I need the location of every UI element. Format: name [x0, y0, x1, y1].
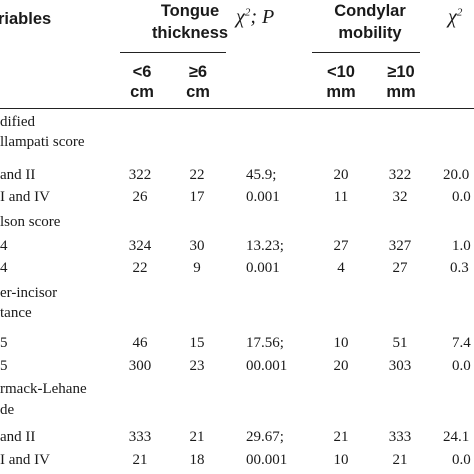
subheader-lt6-value: <6 [132, 63, 152, 81]
table-cell: 4 [337, 260, 345, 276]
section-label-mallampati-1: dified [0, 114, 35, 130]
table-cell: 32 [392, 189, 408, 205]
section-label-incisor-2: tance [0, 305, 32, 321]
header-tongue-line1: Tongue [160, 2, 220, 20]
row-label: I and IV [0, 189, 50, 205]
table-cell: 10 [333, 335, 349, 351]
table-cell: 322 [388, 167, 412, 183]
table-cell: 13.23; [246, 238, 284, 254]
table-cell: 0.0 [452, 189, 471, 205]
table-cell: 0.3 [450, 260, 469, 276]
table-cell: 0.001 [246, 260, 280, 276]
row-label: and II [0, 167, 36, 183]
section-label-wilson: lson score [0, 214, 61, 230]
table-cell: 26 [132, 189, 148, 205]
table-cell: 7.4 [452, 335, 471, 351]
table-cell: 333 [128, 429, 152, 445]
header-variables: riables [0, 10, 52, 28]
chi-superscript: 2 [244, 6, 251, 19]
table-cell: 21 [132, 452, 148, 468]
subheader-ge10mm: ≥10 mm [374, 62, 428, 102]
table-cell: 9 [193, 260, 201, 276]
table-cell: 324 [128, 238, 152, 254]
subheader-lt6-unit: cm [130, 83, 154, 101]
table-cell: 29.67; [246, 429, 284, 445]
table-cell: 27 [392, 260, 408, 276]
table-cell: 15 [189, 335, 205, 351]
tongue-group-rule [120, 52, 226, 53]
table-cell: 0.0 [452, 358, 471, 374]
table-cell: 327 [388, 238, 412, 254]
table-cell: 0.001 [246, 189, 280, 205]
table-cell: 45.9; [246, 167, 277, 183]
table-cell: 17.56; [246, 335, 284, 351]
chi-p-label: ; P [250, 6, 275, 28]
row-label: I and IV [0, 452, 50, 468]
table-cell: 22 [132, 260, 148, 276]
header-condylar-mobility: Condylar mobility [315, 0, 425, 44]
row-label: 4 [0, 260, 8, 276]
table-cell: 21 [333, 429, 349, 445]
table-cell: 303 [388, 358, 412, 374]
table-cell: 51 [392, 335, 408, 351]
row-label: 5 [0, 358, 8, 374]
table-cell: 27 [333, 238, 349, 254]
row-label: 5 [0, 335, 8, 351]
table-cell: 18 [189, 452, 205, 468]
table-cell: 23 [189, 358, 205, 374]
table-cell: 21 [392, 452, 408, 468]
table-cell: 21 [189, 429, 205, 445]
subheader-lt10mm: <10 mm [316, 62, 366, 102]
table-cell: 10 [333, 452, 349, 468]
condylar-group-rule [312, 52, 420, 53]
table-cell: 24.1 [443, 429, 470, 445]
subheader-lt10-unit: mm [326, 83, 356, 101]
section-label-mallampati-2: llampati score [0, 134, 85, 150]
table-cell: 22 [189, 167, 205, 183]
table-cell: 20.0 [443, 167, 470, 183]
header-chi-partial: χ2 [448, 6, 462, 29]
table-cell: 1.0 [452, 238, 471, 254]
chi-partial-superscript: 2 [456, 6, 463, 19]
header-condylar-line1: Condylar [334, 2, 406, 20]
table-cell: 322 [128, 167, 152, 183]
table-cell: 0.0 [452, 452, 471, 468]
table-cell: 00.001 [246, 452, 288, 468]
table-cell: 300 [128, 358, 152, 374]
header-tongue-thickness: Tongue thickness [140, 0, 240, 44]
subheader-ge10-unit: mm [386, 83, 416, 101]
subheader-ge6-value: ≥6 [188, 63, 208, 81]
section-label-incisor-1: er-incisor [0, 285, 58, 301]
section-label-cormack-1: rmack-Lehane [0, 381, 87, 397]
subheader-ge6-unit: cm [186, 83, 210, 101]
table-cell: 20 [333, 358, 349, 374]
header-bottom-rule [0, 108, 474, 109]
subheader-ge6cm: ≥6 cm [176, 62, 220, 102]
section-label-cormack-2: de [0, 402, 15, 418]
header-chi-square-p: χ2; P [236, 6, 274, 29]
table-cell: 00.001 [246, 358, 288, 374]
subheader-lt6cm: <6 cm [120, 62, 164, 102]
row-label: and II [0, 429, 36, 445]
table-cell: 333 [388, 429, 412, 445]
row-label: 4 [0, 238, 8, 254]
subheader-ge10-value: ≥10 [387, 63, 415, 81]
table-cell: 20 [333, 167, 349, 183]
subheader-lt10-value: <10 [327, 63, 355, 81]
table-cell: 11 [333, 189, 349, 205]
header-condylar-line2: mobility [338, 24, 402, 42]
table-cell: 46 [132, 335, 148, 351]
chi-symbol: χ [236, 6, 245, 28]
table-cell: 17 [189, 189, 205, 205]
chi-partial-symbol: χ [448, 6, 457, 28]
table-cell: 30 [189, 238, 205, 254]
header-tongue-line2: thickness [151, 24, 229, 42]
